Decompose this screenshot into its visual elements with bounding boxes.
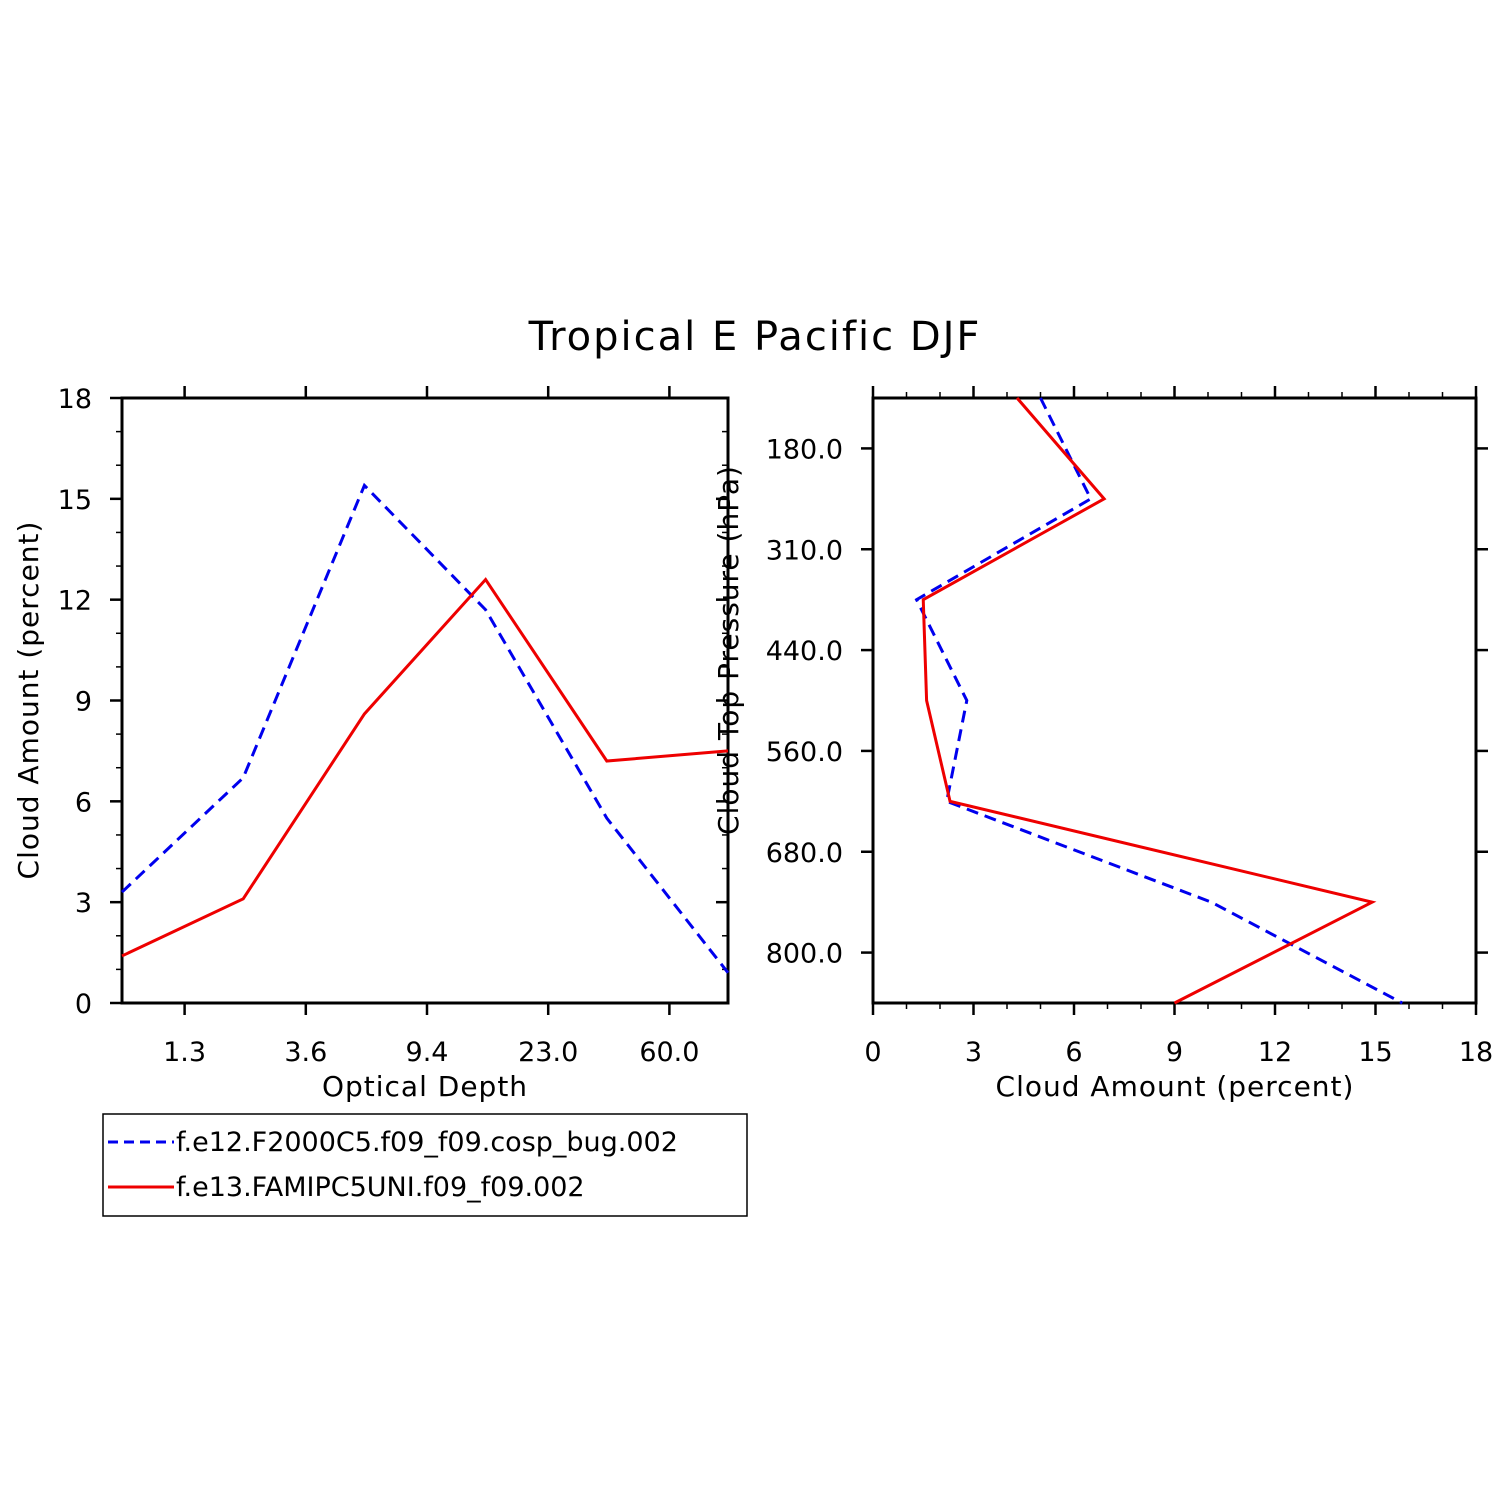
figure-title: Tropical E Pacific DJF <box>528 314 982 360</box>
left-x-tick-label: 23.0 <box>518 1037 578 1068</box>
right-x-axis-label: Cloud Amount (percent) <box>996 1070 1355 1103</box>
right-x-tick-label: 12 <box>1258 1037 1292 1068</box>
left-y-tick-label: 12 <box>58 586 92 617</box>
right-y-tick-label: 560.0 <box>766 737 843 768</box>
right-y-tick-label: 310.0 <box>766 535 843 566</box>
right-x-tick-label: 9 <box>1166 1037 1183 1068</box>
legend-label-blue: f.e12.F2000C5.f09_f09.cosp_bug.002 <box>176 1127 678 1158</box>
legend: f.e12.F2000C5.f09_f09.cosp_bug.002 f.e13… <box>102 1113 748 1217</box>
right-x-tick-label: 3 <box>965 1037 982 1068</box>
right-y-tick-label: 180.0 <box>766 434 843 465</box>
right-series-blue-line <box>914 397 1404 1005</box>
left-x-tick-label: 60.0 <box>639 1037 699 1068</box>
right-x-tick-label: 18 <box>1459 1037 1493 1068</box>
left-x-tick-label: 9.4 <box>406 1037 449 1068</box>
right-plot-frame <box>871 396 1478 1005</box>
right-y-tick-label: 800.0 <box>766 939 843 970</box>
right-y-tick-label: 440.0 <box>766 636 843 667</box>
left-y-tick-label: 9 <box>75 687 92 718</box>
left-x-axis-label: Optical Depth <box>322 1070 528 1103</box>
legend-label-red: f.e13.FAMIPC5UNI.f09_f09.002 <box>176 1172 585 1203</box>
right-x-tick-label: 6 <box>1065 1037 1082 1068</box>
right-y-axis-label: Cloud Top Pressure (hPa) <box>712 465 745 835</box>
right-x-tick-label: 15 <box>1358 1037 1392 1068</box>
left-series-red-line <box>121 577 729 958</box>
left-y-tick-label: 15 <box>58 485 92 516</box>
cloud-top-pressure-panel: 0 3 6 9 12 15 18 180.0 310.0 440.0 560.0 680.0 800.0… <box>712 386 1493 1103</box>
left-y-tick-label: 18 <box>58 384 92 415</box>
right-series-red-line <box>921 397 1377 1005</box>
right-x-tick-label: 0 <box>864 1037 881 1068</box>
optical-depth-panel: 0 3 6 9 12 15 18 1.3 3.6 9.4 23.0 60.0 Optical Dept… <box>12 384 730 1103</box>
left-y-tick-label: 6 <box>75 787 92 818</box>
left-y-tick-label: 3 <box>75 888 92 919</box>
left-y-axis-label: Cloud Amount (percent) <box>12 521 45 880</box>
legend-box <box>102 1113 748 1217</box>
left-y-tick-label: 0 <box>75 989 92 1020</box>
left-x-tick-label: 1.3 <box>163 1037 206 1068</box>
left-series-blue-line <box>120 482 730 974</box>
right-y-tick-label: 680.0 <box>766 838 843 869</box>
left-x-tick-label: 3.6 <box>284 1037 327 1068</box>
